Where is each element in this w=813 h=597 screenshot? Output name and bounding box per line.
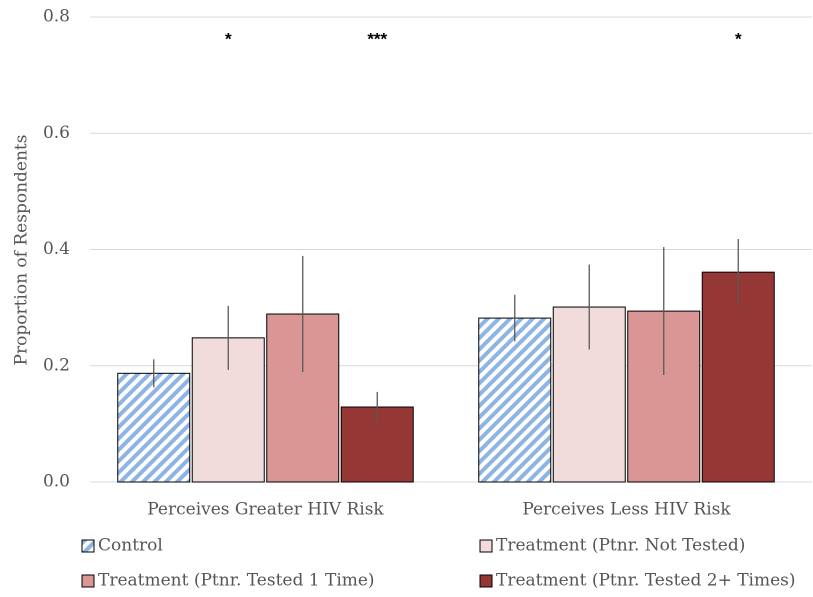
significance-marker: *** [367,29,387,48]
legend-label: Treatment (Ptnr. Not Tested) [496,536,745,556]
significance-marker: * [225,29,232,48]
y-tick-label: 0.4 [43,239,70,259]
legend-swatch [81,539,95,553]
legend-swatch [479,574,493,588]
x-tick-label: Perceives Less HIV Risk [522,500,731,520]
legend-label: Treatment (Ptnr. Tested 2+ Times) [496,571,796,591]
legend-label: Treatment (Ptnr. Tested 1 Time) [98,571,375,591]
y-tick-label: 0.2 [43,355,70,375]
y-axis-label: Proportion of Respondents [12,135,32,366]
bar [117,372,191,483]
y-tick-label: 0.8 [43,7,70,27]
legend-label: Control [98,536,163,556]
y-tick-label: 0.0 [43,472,70,492]
y-tick-label: 0.6 [43,123,70,143]
legend-swatch [81,574,95,588]
legend-swatch [479,539,493,553]
bar [701,271,775,483]
bar [478,317,552,483]
x-tick-label: Perceives Greater HIV Risk [147,500,384,520]
significance-marker: * [735,29,742,48]
